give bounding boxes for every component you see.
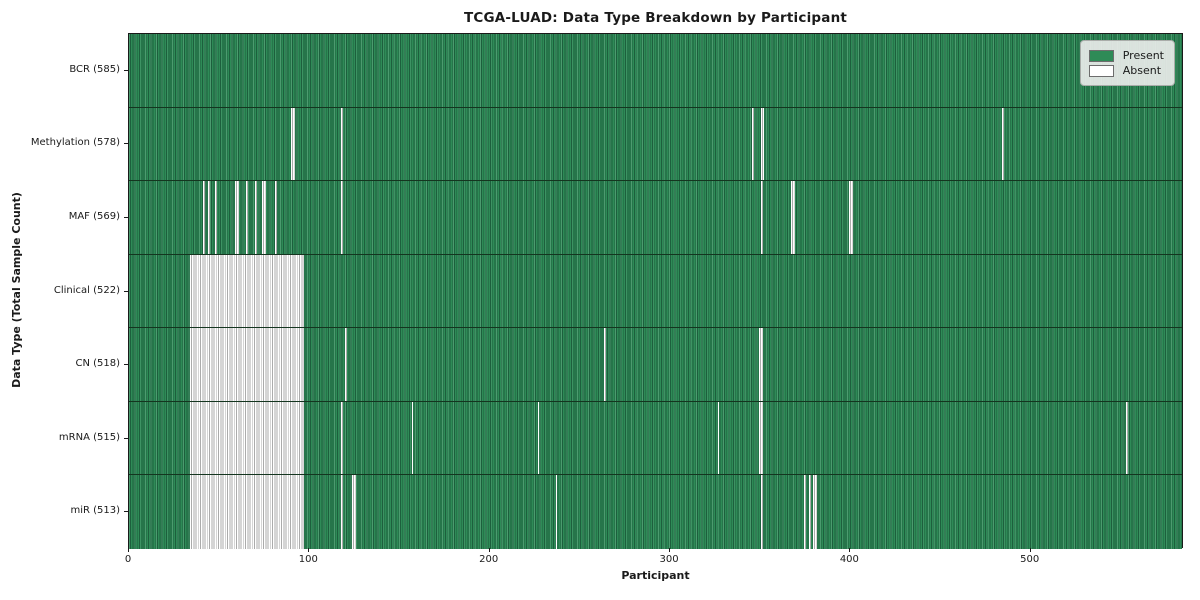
x-tick-mark bbox=[128, 548, 129, 552]
y-tick-mark bbox=[124, 143, 128, 145]
absent-segment bbox=[202, 181, 205, 254]
y-tick-label: BCR (585) bbox=[69, 63, 120, 75]
y-tick-mark bbox=[124, 437, 128, 439]
absent-segment bbox=[262, 181, 266, 254]
absent-segment bbox=[759, 401, 763, 475]
absent-segment bbox=[759, 328, 763, 401]
absent-segment bbox=[190, 254, 304, 328]
legend-label-present: Present bbox=[1122, 49, 1164, 62]
x-tick-label: 100 bbox=[298, 554, 318, 565]
absent-segment bbox=[190, 475, 304, 549]
x-tick-label: 300 bbox=[659, 554, 679, 565]
plot-area: Present Absent bbox=[128, 33, 1183, 549]
x-tick-label: 400 bbox=[839, 554, 859, 565]
heatmap-row-cn bbox=[129, 328, 1182, 402]
absent-segment bbox=[246, 181, 248, 254]
x-tick-mark bbox=[1029, 548, 1031, 552]
absent-segment bbox=[537, 401, 540, 475]
y-tick-mark bbox=[124, 364, 128, 366]
chart-title: TCGA-LUAD: Data Type Breakdown by Partic… bbox=[463, 10, 848, 26]
heatmap-row-methylation bbox=[129, 107, 1182, 182]
absent-segment bbox=[341, 181, 344, 254]
heatmap-row-mir bbox=[129, 475, 1182, 549]
absent-swatch-icon bbox=[1088, 64, 1114, 77]
legend-item-present: Present bbox=[1088, 49, 1164, 62]
absent-segment bbox=[849, 181, 853, 254]
y-tick-mark bbox=[124, 69, 128, 71]
x-tick-mark bbox=[849, 548, 851, 552]
x-tick-label: 500 bbox=[1020, 554, 1040, 565]
absent-segment bbox=[809, 475, 812, 549]
absent-segment bbox=[345, 328, 347, 401]
absent-segment bbox=[215, 181, 218, 254]
absent-segment bbox=[717, 401, 720, 475]
x-axis-label: Participant bbox=[621, 569, 690, 582]
absent-segment bbox=[791, 181, 795, 254]
absent-segment bbox=[352, 475, 356, 549]
y-tick-label: MAF (569) bbox=[68, 210, 120, 222]
absent-segment bbox=[190, 401, 304, 475]
absent-segment bbox=[604, 328, 607, 401]
absent-segment bbox=[291, 107, 295, 181]
y-tick-label: CN (518) bbox=[75, 358, 120, 370]
heatmap-row-bcr bbox=[129, 34, 1182, 108]
absent-segment bbox=[1126, 401, 1129, 475]
absent-segment bbox=[255, 181, 257, 254]
legend-item-absent: Absent bbox=[1088, 64, 1164, 77]
absent-segment bbox=[341, 401, 344, 475]
y-tick-mark bbox=[124, 216, 128, 218]
heatmap-row-maf bbox=[129, 181, 1182, 255]
absent-segment bbox=[804, 475, 806, 549]
y-tick-label: mRNA (515) bbox=[58, 431, 120, 443]
absent-segment bbox=[341, 107, 344, 181]
absent-segment bbox=[208, 181, 211, 254]
y-tick-label: miR (513) bbox=[70, 505, 120, 517]
absent-segment bbox=[555, 475, 558, 549]
absent-segment bbox=[760, 475, 763, 549]
absent-segment bbox=[190, 328, 304, 401]
y-tick-label: Clinical (522) bbox=[53, 284, 120, 296]
absent-segment bbox=[274, 181, 277, 254]
legend-label-absent: Absent bbox=[1122, 64, 1162, 77]
y-tick-mark bbox=[124, 511, 128, 513]
heatmap-row-mrna bbox=[129, 401, 1182, 476]
absent-segment bbox=[341, 475, 344, 549]
x-tick-mark bbox=[669, 548, 671, 552]
x-tick-label: 0 bbox=[124, 554, 132, 565]
x-tick-mark bbox=[488, 548, 490, 552]
present-swatch-icon bbox=[1088, 49, 1114, 62]
absent-segment bbox=[411, 401, 414, 475]
legend: Present Absent bbox=[1079, 40, 1175, 86]
absent-segment bbox=[235, 181, 239, 254]
absent-segment bbox=[813, 475, 817, 549]
x-tick-label: 200 bbox=[479, 554, 499, 565]
absent-segment bbox=[751, 107, 754, 181]
y-tick-mark bbox=[124, 290, 128, 292]
absent-segment bbox=[760, 107, 765, 181]
heatmap-row-clinical bbox=[129, 254, 1182, 329]
heatmap-rows bbox=[129, 34, 1182, 549]
absent-segment bbox=[1002, 107, 1004, 181]
x-tick-mark bbox=[308, 548, 310, 552]
y-tick-label: Methylation (578) bbox=[30, 137, 120, 149]
absent-segment bbox=[760, 181, 763, 254]
